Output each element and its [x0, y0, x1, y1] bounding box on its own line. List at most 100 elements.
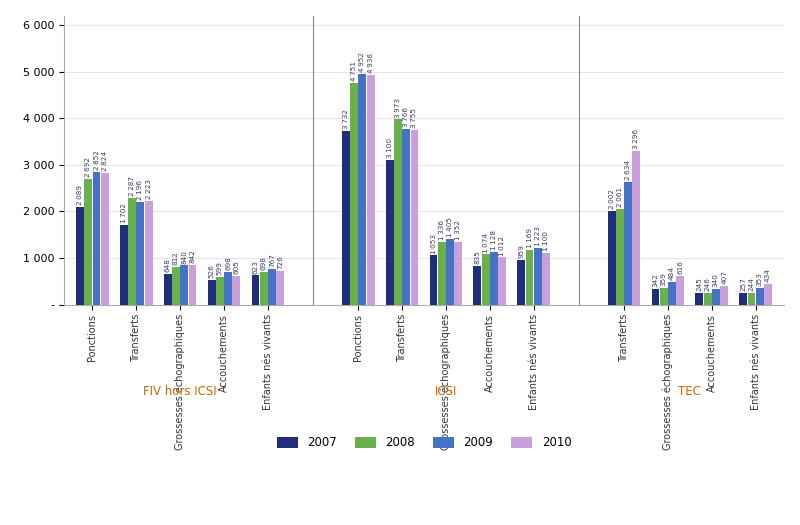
Text: 767: 767 — [269, 253, 275, 267]
Bar — [534, 248, 542, 304]
Text: FIV hors ICSI: FIV hors ICSI — [143, 385, 217, 398]
Bar — [720, 286, 728, 304]
Bar — [608, 211, 615, 304]
Text: 3 766: 3 766 — [403, 107, 409, 127]
Bar — [668, 282, 676, 304]
Bar — [180, 265, 188, 304]
Bar — [260, 272, 268, 304]
Text: 599: 599 — [217, 261, 223, 275]
Bar — [342, 131, 350, 304]
Text: 246: 246 — [705, 277, 710, 291]
Text: 2 061: 2 061 — [617, 187, 623, 207]
Bar — [251, 276, 259, 304]
Bar — [695, 293, 703, 304]
Bar — [394, 120, 402, 304]
Text: 623: 623 — [253, 260, 258, 274]
Text: 3 973: 3 973 — [395, 98, 401, 118]
Bar — [128, 198, 136, 304]
Bar — [676, 276, 684, 304]
Bar — [739, 292, 747, 304]
Text: 2 824: 2 824 — [102, 151, 108, 171]
Text: 3 755: 3 755 — [411, 108, 418, 128]
Text: 1 074: 1 074 — [482, 233, 489, 253]
Text: 605: 605 — [234, 260, 239, 275]
Text: 2 002: 2 002 — [609, 190, 614, 209]
Bar — [402, 129, 410, 304]
Text: 3 296: 3 296 — [634, 129, 639, 149]
Bar — [526, 250, 534, 304]
Bar — [276, 271, 284, 304]
Text: 812: 812 — [173, 251, 179, 265]
Bar — [366, 75, 374, 304]
Bar — [358, 74, 366, 304]
Text: 4 952: 4 952 — [359, 52, 366, 72]
Bar — [208, 280, 215, 304]
Bar — [224, 272, 232, 304]
Bar — [542, 253, 550, 304]
Bar — [216, 277, 224, 304]
Bar — [76, 207, 84, 304]
Bar — [704, 293, 711, 304]
Bar — [268, 269, 276, 304]
Text: 434: 434 — [765, 269, 771, 282]
Bar — [438, 242, 446, 304]
Text: 244: 244 — [749, 277, 754, 291]
Legend: 2007, 2008, 2009, 2010: 2007, 2008, 2009, 2010 — [272, 432, 576, 454]
Text: 648: 648 — [165, 259, 170, 272]
Text: 1 352: 1 352 — [455, 219, 462, 240]
Bar — [474, 266, 482, 304]
Bar — [84, 179, 92, 304]
Bar — [137, 202, 144, 304]
Text: 698: 698 — [261, 256, 266, 270]
Text: 4 936: 4 936 — [367, 52, 374, 73]
Bar — [145, 201, 153, 304]
Bar — [764, 285, 772, 304]
Bar — [518, 260, 526, 304]
Bar — [454, 242, 462, 304]
Bar — [633, 151, 640, 304]
Bar — [756, 288, 764, 304]
Text: 2 089: 2 089 — [77, 185, 83, 205]
Text: 2 692: 2 692 — [86, 158, 91, 177]
Bar — [498, 257, 506, 304]
Bar — [189, 265, 197, 304]
Text: 1 012: 1 012 — [499, 236, 505, 256]
Text: 1 053: 1 053 — [430, 234, 437, 254]
Bar — [386, 160, 394, 304]
Text: 1 405: 1 405 — [447, 217, 453, 237]
Text: 2 634: 2 634 — [625, 160, 631, 180]
Text: 2 223: 2 223 — [146, 179, 152, 199]
Text: 257: 257 — [740, 277, 746, 291]
Text: 1 169: 1 169 — [526, 228, 533, 248]
Bar — [482, 255, 490, 304]
Text: 340: 340 — [713, 273, 719, 287]
Text: 4 751: 4 751 — [351, 61, 357, 81]
Text: 526: 526 — [209, 264, 214, 278]
Text: 2 287: 2 287 — [129, 176, 135, 196]
Bar — [446, 239, 454, 304]
Bar — [660, 288, 668, 304]
Bar — [164, 275, 172, 304]
Bar — [651, 289, 659, 304]
Bar — [172, 267, 180, 304]
Text: 2 196: 2 196 — [138, 181, 143, 201]
Text: 407: 407 — [721, 270, 727, 284]
Text: 726: 726 — [278, 255, 283, 269]
Text: 2 852: 2 852 — [94, 150, 99, 170]
Bar — [93, 172, 101, 304]
Text: 698: 698 — [225, 256, 231, 270]
Text: 359: 359 — [661, 272, 666, 286]
Text: ICSI: ICSI — [434, 385, 457, 398]
Text: 3 732: 3 732 — [343, 109, 349, 129]
Bar — [233, 276, 240, 304]
Text: 342: 342 — [653, 273, 658, 287]
Bar — [430, 256, 438, 304]
Text: 616: 616 — [678, 260, 683, 274]
Text: 842: 842 — [190, 249, 195, 264]
Text: TEC: TEC — [678, 385, 702, 398]
Text: 484: 484 — [669, 266, 675, 280]
Bar — [410, 130, 418, 304]
Bar — [616, 208, 624, 304]
Text: 1 128: 1 128 — [491, 230, 497, 250]
Bar — [350, 83, 358, 304]
